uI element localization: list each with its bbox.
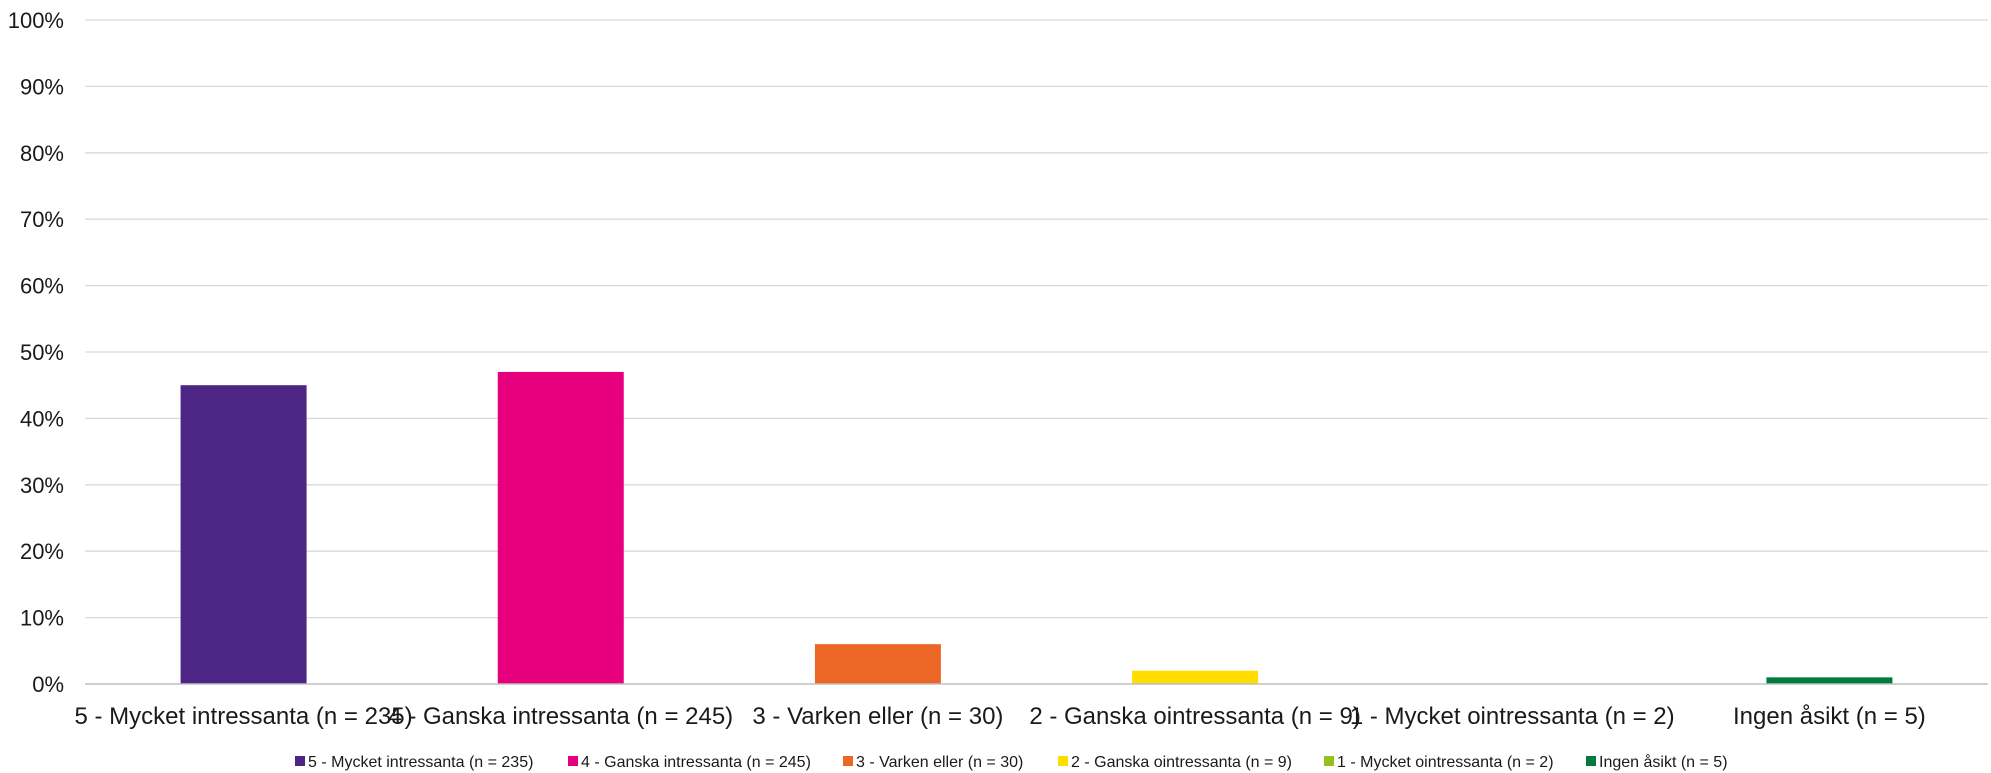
- legend-swatch: [568, 756, 578, 766]
- x-tick-label: 2 - Ganska ointressanta (n = 9): [1029, 703, 1361, 730]
- x-tick-label: Ingen åsikt (n = 5): [1733, 703, 1926, 730]
- gridlines: [85, 19, 1988, 619]
- legend-swatch: [295, 756, 305, 766]
- x-tick-label: 3 - Varken eller (n = 30): [752, 703, 1003, 730]
- y-tick-label: 30%: [20, 473, 64, 498]
- y-tick-label: 50%: [20, 340, 64, 365]
- legend-swatch: [843, 756, 853, 766]
- bar-1: [180, 385, 307, 684]
- y-tick-label: 70%: [20, 207, 64, 232]
- bar-6: [1766, 677, 1893, 684]
- y-tick-label: 100%: [8, 8, 64, 33]
- y-tick-label: 80%: [20, 141, 64, 166]
- legend-swatch: [1058, 756, 1068, 766]
- y-tick-label: 10%: [20, 606, 64, 631]
- x-tick-label: 4 - Ganska intressanta (n = 245): [388, 703, 733, 730]
- bars: [180, 371, 1893, 684]
- legend-label: 4 - Ganska intressanta (n = 245): [581, 754, 811, 771]
- y-tick-label: 0%: [32, 672, 64, 697]
- legend-label: 2 - Ganska ointressanta (n = 9): [1071, 754, 1292, 771]
- legend-label: 3 - Varken eller (n = 30): [856, 754, 1023, 771]
- bar-3: [814, 644, 941, 684]
- bar-2: [497, 371, 624, 684]
- y-tick-label: 40%: [20, 406, 64, 431]
- y-tick-label: 90%: [20, 74, 64, 99]
- y-axis-tick-labels: 0% 10% 20% 30% 40% 50% 60% 70% 80% 90% 100%: [8, 8, 64, 697]
- legend-label: 5 - Mycket intressanta (n = 235): [308, 754, 533, 771]
- bar-4: [1132, 670, 1259, 684]
- y-tick-label: 60%: [20, 274, 64, 299]
- legend-label: 1 - Mycket ointressanta (n = 2): [1337, 754, 1554, 771]
- x-axis-tick-labels: 5 - Mycket intressanta (n = 235)4 - Gans…: [75, 703, 1926, 730]
- x-tick-label: 5 - Mycket intressanta (n = 235): [75, 703, 413, 730]
- legend: 5 - Mycket intressanta (n = 235) 4 - Gans…: [295, 753, 1728, 771]
- y-tick-label: 20%: [20, 539, 64, 564]
- legend-swatch: [1586, 756, 1596, 766]
- legend-label: Ingen åsikt (n = 5): [1599, 753, 1728, 771]
- x-tick-label: 1 - Mycket ointressanta (n = 2): [1350, 703, 1675, 730]
- legend-swatch: [1324, 756, 1334, 766]
